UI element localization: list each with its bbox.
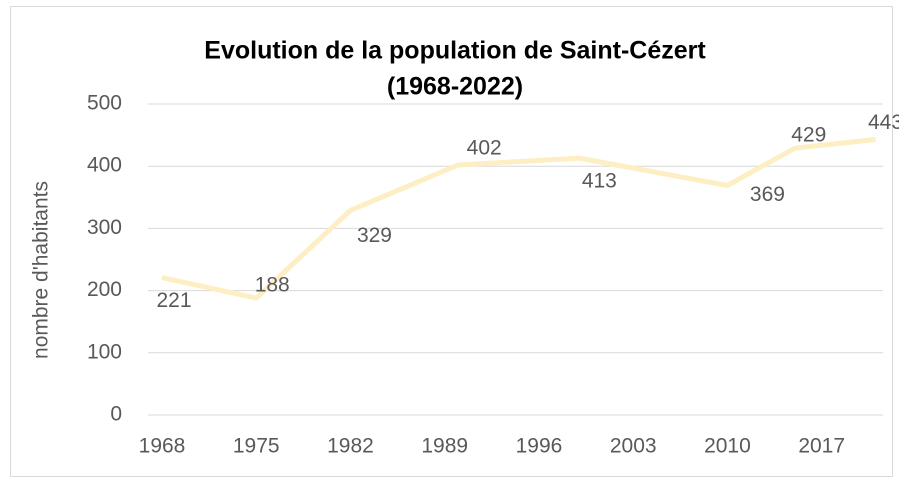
x-tick-label: 1968: [139, 435, 186, 458]
y-tick-label: 100: [87, 340, 122, 363]
data-label: 429: [791, 124, 826, 147]
y-axis-label: nombre d'habitants: [30, 181, 53, 359]
data-label: 413: [582, 170, 617, 193]
chart-title: Evolution de la population de Saint-Céze…: [204, 37, 706, 65]
chart-subtitle: (1968-2022): [387, 73, 523, 101]
x-tick-label: 1996: [516, 435, 563, 458]
data-label: 329: [357, 224, 392, 247]
data-label: 369: [750, 183, 785, 206]
x-tick-label: 1982: [327, 435, 374, 458]
y-tick-label: 300: [87, 216, 122, 239]
data-label: 221: [156, 289, 191, 312]
x-tick-label: 2003: [610, 435, 657, 458]
x-tick-label: 1989: [421, 435, 468, 458]
y-tick-label: 500: [87, 92, 122, 115]
chart-frame: [10, 6, 893, 477]
data-label: 188: [255, 274, 290, 297]
data-line: [161, 136, 876, 301]
y-tick-label: 200: [87, 278, 122, 301]
y-tick-label: 400: [87, 154, 122, 177]
x-tick-label: 2010: [704, 435, 751, 458]
y-tick-label: 0: [110, 403, 122, 426]
x-tick-label: 2017: [798, 435, 845, 458]
data-label: 443: [868, 111, 899, 134]
data-label: 402: [467, 137, 502, 160]
x-tick-label: 1975: [233, 435, 280, 458]
